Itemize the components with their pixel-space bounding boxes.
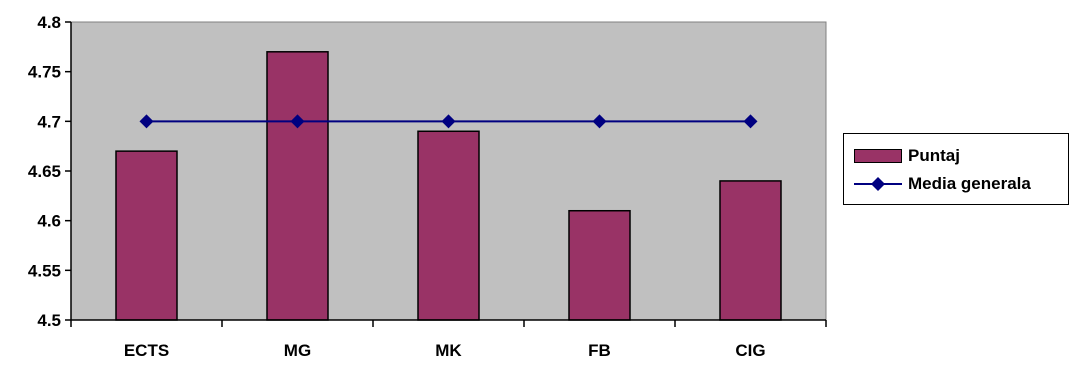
line-marker-cig [743, 114, 758, 129]
x-ticks-group: ECTS MG MK FB CIG [70, 320, 827, 360]
line-marker-mk [441, 114, 456, 129]
bar-mg [266, 51, 329, 321]
bars-group [115, 51, 782, 321]
bar-fb [568, 209, 631, 321]
legend-item-bar: Puntaj [844, 144, 960, 168]
line-marker-fb [592, 114, 607, 129]
y-tick-label: 4.5 [37, 311, 61, 330]
bar-cig [719, 180, 782, 321]
x-tick-label: MK [435, 341, 462, 360]
x-tick-label: ECTS [124, 341, 169, 360]
y-tick-label: 4.8 [37, 13, 61, 32]
legend-line-swatch [854, 174, 902, 194]
legend-label-bar: Puntaj [908, 146, 960, 165]
x-tick-label: MG [284, 341, 311, 360]
line-marker-mg [290, 114, 305, 129]
y-tick-label: 4.55 [28, 261, 61, 280]
bar-mk [417, 130, 480, 321]
line-series-group [139, 114, 758, 129]
y-tick-label: 4.6 [37, 212, 61, 231]
bar-ects [115, 150, 178, 321]
y-tick-label: 4.7 [37, 112, 61, 131]
line-marker-ects [139, 114, 154, 129]
x-tick-label: FB [588, 341, 611, 360]
legend: Puntaj Media generala [843, 133, 1069, 205]
x-tick-label: CIG [735, 341, 765, 360]
legend-item-line: Media generala [844, 172, 1031, 196]
legend-label-line: Media generala [908, 174, 1031, 193]
y-ticks-group: 4.5 4.55 4.6 4.65 4.7 4.75 4.8 [28, 13, 71, 330]
legend-bar-swatch [854, 149, 902, 163]
y-tick-label: 4.75 [28, 63, 61, 82]
y-tick-label: 4.65 [28, 162, 61, 181]
